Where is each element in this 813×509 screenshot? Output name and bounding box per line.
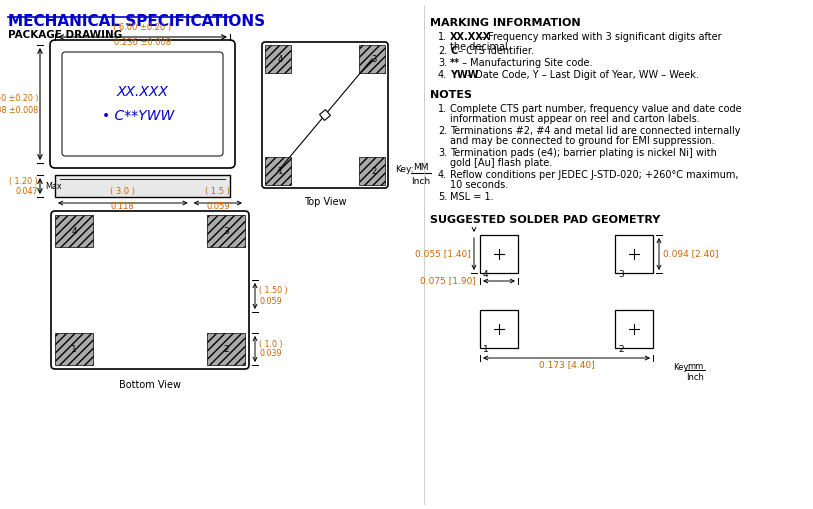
Text: ( 1.50 ): ( 1.50 ) [259, 287, 288, 296]
Text: Inch: Inch [686, 373, 704, 382]
Text: – Date Code, Y – Last Digit of Year, WW – Week.: – Date Code, Y – Last Digit of Year, WW … [463, 70, 698, 80]
Bar [480, 310, 518, 348]
Text: the decimal.: the decimal. [450, 42, 511, 52]
Text: 0.173 [4.40]: 0.173 [4.40] [539, 360, 594, 369]
Text: SUGGESTED SOLDER PAD GEOMETRY: SUGGESTED SOLDER PAD GEOMETRY [430, 215, 660, 225]
Text: 3: 3 [618, 270, 624, 279]
Text: ( 1.0 ): ( 1.0 ) [259, 340, 283, 349]
Text: Key:: Key: [673, 363, 690, 372]
Text: 0.055 [1.40]: 0.055 [1.40] [415, 249, 471, 259]
Text: 0.059: 0.059 [206, 202, 229, 211]
Text: XX.XXX: XX.XXX [450, 32, 491, 42]
Bar [55, 333, 93, 365]
Text: Terminations #2, #4 and metal lid are connected internally: Terminations #2, #4 and metal lid are co… [450, 126, 741, 136]
Text: 4: 4 [483, 270, 489, 279]
Text: 4.: 4. [438, 170, 447, 180]
Text: NOTES: NOTES [430, 90, 472, 100]
Bar [207, 333, 245, 365]
Text: Bottom View: Bottom View [119, 380, 181, 390]
Text: Key:: Key: [395, 165, 414, 174]
Text: PACKAGE DRAWING: PACKAGE DRAWING [8, 30, 122, 40]
Bar [615, 235, 653, 273]
Text: information must appear on reel and carton labels.: information must appear on reel and cart… [450, 114, 700, 124]
Text: 1.: 1. [438, 104, 447, 114]
FancyBboxPatch shape [62, 52, 223, 156]
Text: C: C [450, 46, 457, 56]
Text: gold [Au] flash plate.: gold [Au] flash plate. [450, 158, 552, 168]
Text: 0.047: 0.047 [15, 186, 38, 195]
Text: Reflow conditions per JEDEC J-STD-020; +260°C maximum,: Reflow conditions per JEDEC J-STD-020; +… [450, 170, 738, 180]
Bar [615, 310, 653, 348]
Text: XX.XXX: XX.XXX [116, 85, 168, 99]
Text: ( 3.0 ): ( 3.0 ) [111, 187, 135, 196]
Text: MECHANICAL SPECIFICATIONS: MECHANICAL SPECIFICATIONS [8, 14, 265, 29]
Text: Complete CTS part number, frequency value and date code: Complete CTS part number, frequency valu… [450, 104, 741, 114]
Text: 4: 4 [72, 227, 76, 236]
Text: and may be connected to ground for EMI suppression.: and may be connected to ground for EMI s… [450, 136, 715, 146]
Text: 0.138 ±0.008: 0.138 ±0.008 [0, 105, 38, 115]
FancyBboxPatch shape [262, 42, 388, 188]
Text: MSL = 1.: MSL = 1. [450, 192, 493, 202]
Text: Top View: Top View [304, 197, 346, 207]
Text: YWW: YWW [450, 70, 479, 80]
Text: ( 1.5 ): ( 1.5 ) [206, 187, 230, 196]
Text: 1: 1 [483, 345, 489, 354]
FancyBboxPatch shape [50, 40, 235, 168]
Text: – Frequency marked with 3 significant digits after: – Frequency marked with 3 significant di… [477, 32, 722, 42]
Text: 5.: 5. [438, 192, 447, 202]
Bar [207, 215, 245, 247]
Polygon shape [55, 175, 230, 197]
Text: 0.094 [2.40]: 0.094 [2.40] [663, 249, 719, 259]
Text: 3.: 3. [438, 148, 447, 158]
Text: 2.: 2. [438, 126, 447, 136]
Text: 0.236 ±0.008: 0.236 ±0.008 [114, 38, 171, 47]
Text: – CTS identifier.: – CTS identifier. [454, 46, 533, 56]
Text: MARKING INFORMATION: MARKING INFORMATION [430, 18, 580, 28]
Polygon shape [320, 109, 330, 121]
Text: • C**YWW: • C**YWW [102, 109, 175, 123]
Text: 1: 1 [71, 345, 77, 353]
Text: 1.: 1. [438, 32, 447, 42]
Bar [359, 45, 385, 73]
Text: 2: 2 [372, 166, 376, 176]
Text: 0.075 [1.90]: 0.075 [1.90] [420, 276, 476, 286]
Text: 3.: 3. [438, 58, 447, 68]
Text: 0.118: 0.118 [111, 202, 135, 211]
Text: 1: 1 [277, 166, 283, 176]
Bar [265, 45, 291, 73]
Text: 3: 3 [372, 54, 376, 64]
Text: 10 seconds.: 10 seconds. [450, 180, 508, 190]
Bar [265, 157, 291, 185]
Text: 0.059: 0.059 [259, 297, 282, 305]
Text: ( 1.20 ): ( 1.20 ) [9, 177, 38, 185]
Text: 0.039: 0.039 [259, 350, 281, 358]
Text: ( 6.00 ±0.20 ): ( 6.00 ±0.20 ) [114, 23, 172, 32]
Bar [480, 235, 518, 273]
Text: ( 3.50 ±0.20 ): ( 3.50 ±0.20 ) [0, 94, 38, 102]
Text: 2: 2 [618, 345, 624, 354]
Text: 4: 4 [277, 54, 283, 64]
Bar [55, 215, 93, 247]
Text: 3: 3 [223, 227, 229, 236]
Bar [359, 157, 385, 185]
Text: 2: 2 [224, 345, 228, 353]
Text: – Manufacturing Site code.: – Manufacturing Site code. [459, 58, 593, 68]
FancyBboxPatch shape [51, 211, 249, 369]
Text: Inch: Inch [411, 177, 431, 186]
Text: 4.: 4. [438, 70, 447, 80]
Text: MM: MM [413, 163, 428, 172]
Text: Max: Max [45, 182, 62, 190]
Text: 2.: 2. [438, 46, 447, 56]
Text: Termination pads (e4); barrier plating is nickel Ni] with: Termination pads (e4); barrier plating i… [450, 148, 717, 158]
Text: mm: mm [687, 362, 703, 371]
Text: **: ** [450, 58, 460, 68]
